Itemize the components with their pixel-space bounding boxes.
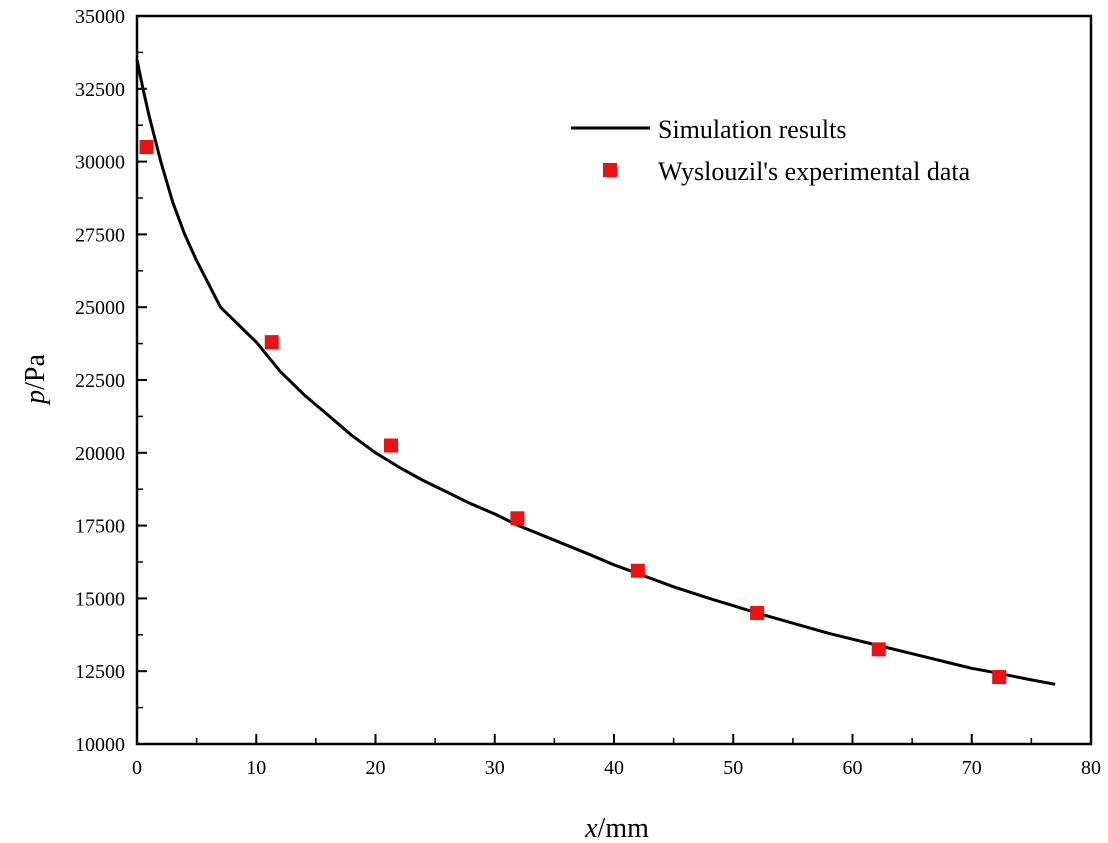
legend-label-experimental: Wyslouzil's experimental data (658, 157, 971, 186)
legend-label-simulation: Simulation results (658, 115, 847, 144)
experimental-point (630, 563, 645, 578)
experimental-point (992, 670, 1007, 685)
x-axis-unit: /mm (598, 813, 650, 843)
y-axis-unit: /Pa (20, 354, 51, 390)
experimental-point (510, 511, 525, 526)
y-tick-label: 30000 (75, 152, 125, 174)
x-axis-variable: x (584, 813, 598, 843)
x-tick-label: 70 (962, 757, 982, 779)
y-tick-label: 17500 (75, 516, 125, 538)
x-tick-label: 10 (246, 757, 266, 779)
x-tick-label: 0 (132, 757, 142, 779)
y-tick-label: 15000 (75, 588, 125, 610)
simulation-line (135, 59, 1056, 686)
legend: Simulation results Wyslouzil's experimen… (571, 115, 971, 186)
x-tick-label: 20 (366, 757, 386, 779)
y-axis-variable: p (20, 390, 51, 406)
experimental-point (871, 642, 886, 657)
y-tick-label: 27500 (75, 224, 125, 246)
experimental-point (264, 335, 279, 350)
experimental-point (139, 140, 154, 155)
y-tick-label: 32500 (75, 79, 125, 101)
plot-frame (135, 14, 1093, 746)
y-tick-label: 12500 (75, 661, 125, 683)
experimental-point (384, 438, 399, 453)
x-tick-label: 30 (485, 757, 505, 779)
y-tick-label: 35000 (75, 6, 125, 28)
x-tick-label: 80 (1081, 757, 1101, 779)
y-tick-label: 22500 (75, 370, 125, 392)
y-tick-label: 25000 (75, 297, 125, 319)
x-axis-title: x/mm (584, 813, 649, 843)
data-layer (135, 59, 1056, 686)
x-tick-label: 60 (843, 757, 863, 779)
legend-marker-swatch (603, 163, 617, 177)
y-tick-label: 20000 (75, 443, 125, 465)
plot-area (135, 14, 1093, 746)
experimental-point (750, 605, 765, 620)
x-tick-label: 40 (604, 757, 624, 779)
y-tick-label: 10000 (75, 734, 125, 756)
axis-ticks: 0 10 20 30 40 50 60 70 80 10000 12500 15000 17500 200… (75, 6, 1101, 779)
x-tick-label: 50 (723, 757, 743, 779)
y-axis-title: p/Pa (20, 354, 51, 406)
